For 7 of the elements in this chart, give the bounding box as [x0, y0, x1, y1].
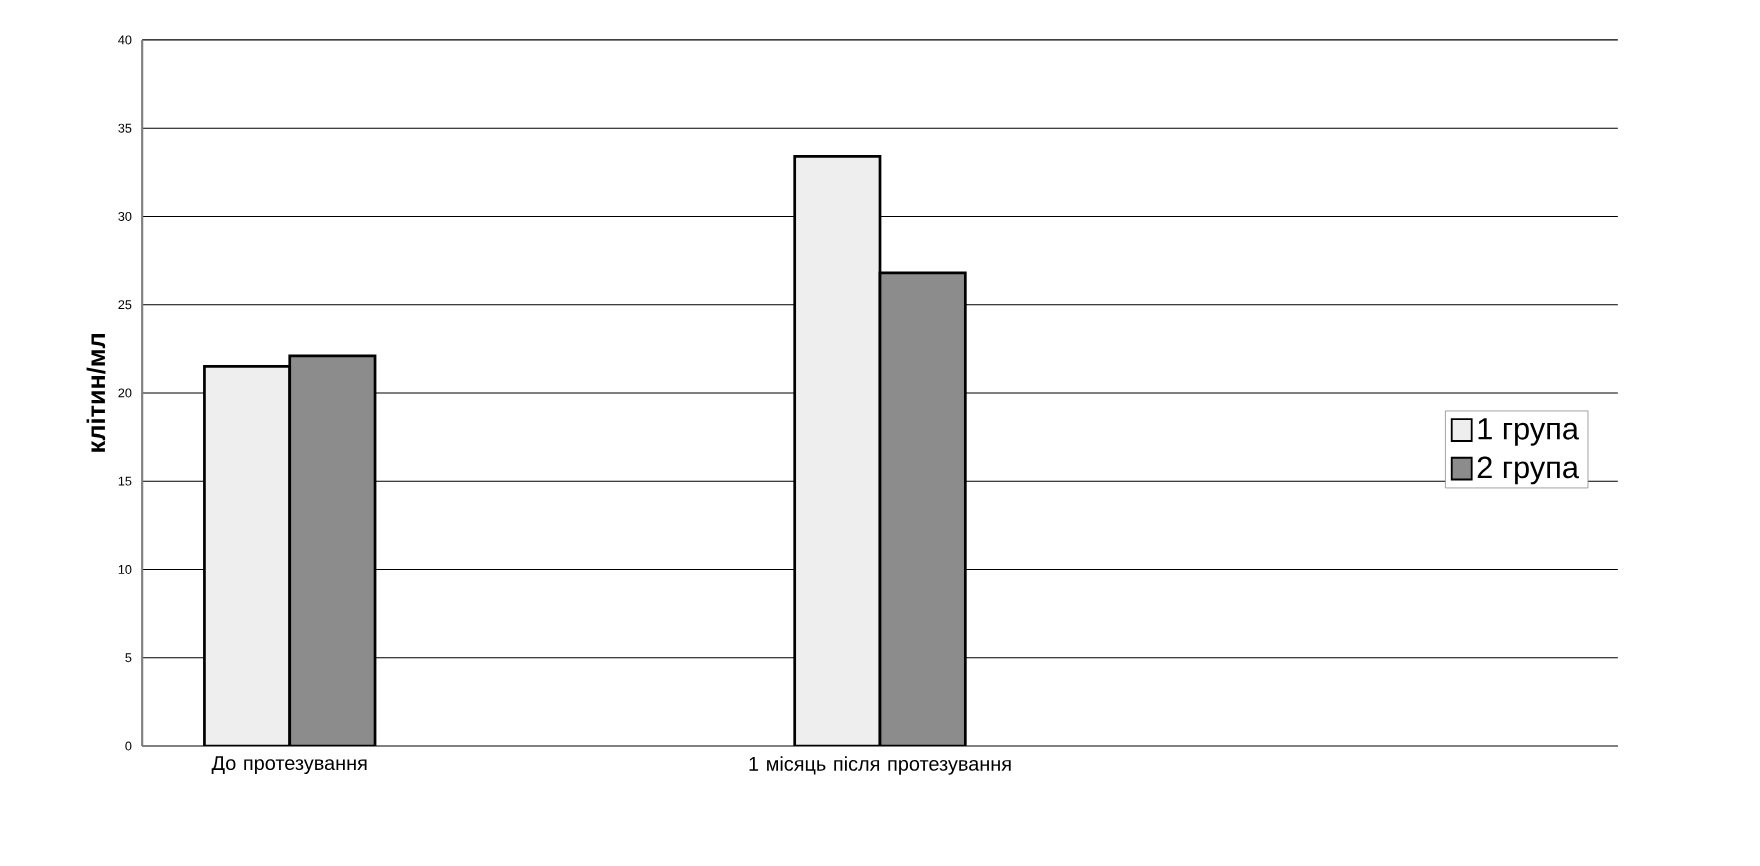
legend-label: 2 група	[1477, 456, 1579, 485]
bar	[793, 155, 882, 747]
bar	[203, 365, 292, 747]
x-tick-label: 1 місяць після протезування	[749, 756, 1011, 775]
x-tick-label: До протезування	[211, 756, 367, 775]
y-axis-title: клітин/мл	[86, 334, 106, 452]
legend-label: 1 група	[1478, 418, 1579, 446]
